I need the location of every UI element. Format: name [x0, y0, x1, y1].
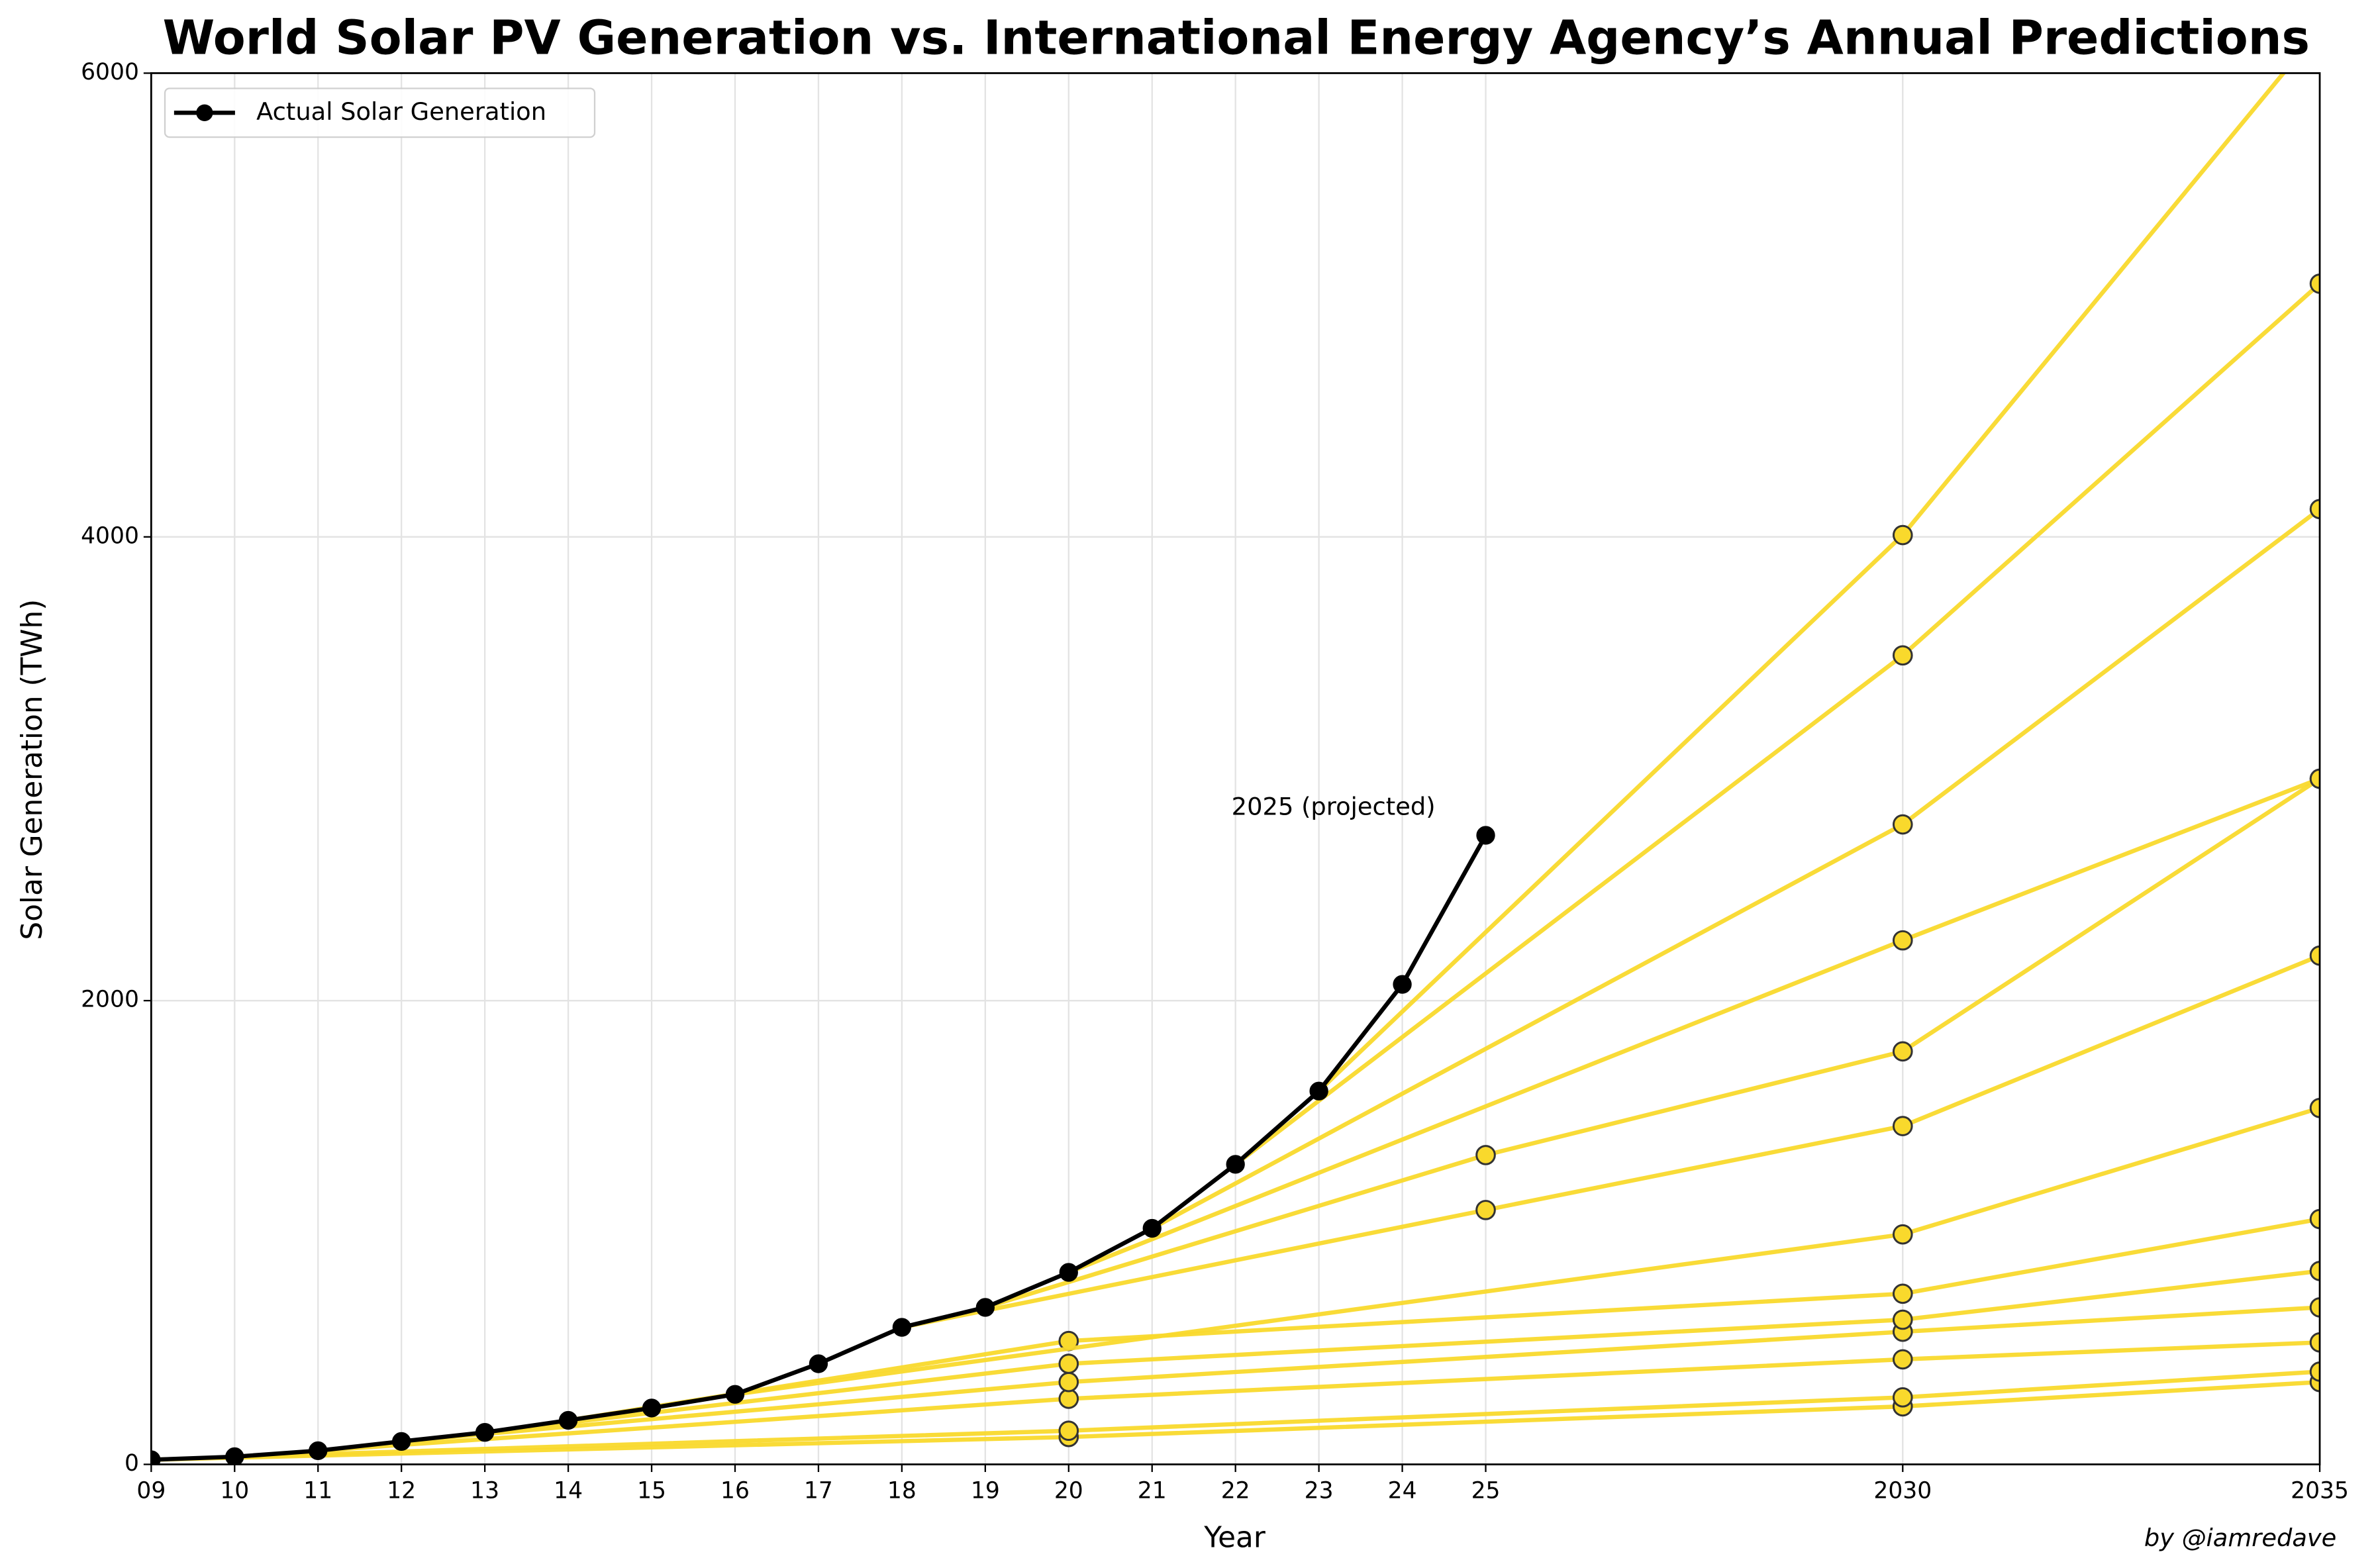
actual-point: [558, 1410, 578, 1430]
prediction-point: [1892, 1041, 1913, 1062]
legend-label: Actual Solar Generation: [256, 97, 546, 126]
actual-point: [309, 1441, 328, 1461]
prediction-point: [1058, 1389, 1079, 1409]
prediction-point: [1892, 524, 1913, 546]
y-tick-label: 2000: [81, 987, 139, 1013]
prediction-line: [401, 1305, 2320, 1444]
prediction-point: [1475, 1145, 1496, 1165]
chart-title: World Solar PV Generation vs. Internatio…: [163, 11, 2310, 66]
actual-point: [475, 1423, 495, 1442]
y-tick-label: 0: [124, 1450, 139, 1477]
prediction-point: [1892, 814, 1913, 835]
x-axis-label: Year: [1203, 1520, 1265, 1554]
prediction-point: [1892, 1387, 1913, 1408]
actual-point: [1059, 1263, 1078, 1282]
actual-point: [1476, 826, 1495, 845]
x-tick-label: 15: [637, 1477, 666, 1504]
x-tick-label: 16: [720, 1477, 750, 1504]
prediction-point: [1892, 930, 1913, 951]
legend: Actual Solar Generation: [164, 87, 596, 138]
prediction-line: [318, 1340, 2320, 1453]
prediction-point: [1892, 1309, 1913, 1330]
x-tick-label: 23: [1305, 1477, 1334, 1504]
prediction-point: [2309, 1361, 2320, 1382]
ticks: 09 10 11 12 13 14 15 16 17 18 19 20 21 22 23 24 25 2030 20…: [81, 59, 2349, 1504]
prediction-point: [1058, 1420, 1079, 1442]
prediction-line: [984, 777, 2320, 1310]
prediction-point: [2309, 1297, 2320, 1318]
x-tick-label: 20: [1054, 1477, 1083, 1504]
prediction-line: [234, 1369, 2320, 1459]
x-tick-label: 25: [1471, 1477, 1501, 1504]
x-tick-label: 09: [136, 1477, 166, 1504]
plot-area: [151, 73, 2320, 1465]
actual-point: [151, 1450, 161, 1465]
prediction-line: [484, 1269, 2320, 1435]
prediction-line: [151, 1379, 2320, 1462]
actual-point: [642, 1398, 662, 1418]
x-tick-label: 12: [387, 1477, 416, 1504]
actual-point: [1226, 1155, 1245, 1174]
x-tick-label: 19: [971, 1477, 1000, 1504]
x-tick-label: 21: [1138, 1477, 1167, 1504]
prediction-point: [2309, 1332, 2320, 1353]
prediction-point: [1892, 1116, 1913, 1136]
actual-point: [1142, 1218, 1162, 1238]
x-tick-label: 24: [1388, 1477, 1417, 1504]
x-tick-label: 2030: [1873, 1477, 1932, 1504]
actual-point: [1309, 1081, 1328, 1101]
prediction-point: [2309, 1208, 2320, 1230]
x-tick-label: 17: [804, 1477, 833, 1504]
actual-point: [892, 1318, 912, 1337]
actual-point: [725, 1385, 745, 1404]
actual-point: [975, 1298, 995, 1317]
prediction-point: [2309, 1097, 2320, 1118]
prediction-line: [901, 954, 2320, 1330]
x-tick-label: 22: [1221, 1477, 1250, 1504]
prediction-line: [568, 1216, 2320, 1423]
prediction-point: [2309, 945, 2320, 966]
prediction-point: [2309, 499, 2320, 520]
prediction-point: [1892, 1349, 1913, 1370]
credit: by @iamredave: [2144, 1524, 2336, 1552]
x-tick-label: 11: [303, 1477, 332, 1504]
y-tick-label: 4000: [81, 522, 139, 549]
actual-point: [809, 1354, 828, 1373]
prediction-point: [1892, 1224, 1913, 1245]
legend-box: [164, 87, 596, 138]
x-tick-label: 10: [220, 1477, 249, 1504]
prediction-point: [1475, 1200, 1496, 1220]
prediction-point: [2309, 273, 2320, 294]
prediction-point: [1892, 645, 1913, 666]
annotation: 2025 (projected): [1232, 793, 1436, 821]
actual-point: [1393, 975, 1412, 994]
y-axis-label: Solar Generation (TWh): [15, 599, 49, 940]
prediction-point: [1058, 1353, 1079, 1374]
actual-point: [392, 1432, 411, 1451]
prediction-point: [2309, 1261, 2320, 1281]
y-tick-label: 6000: [81, 59, 139, 85]
legend-marker: [196, 104, 213, 121]
x-tick-label: 13: [470, 1477, 499, 1504]
x-tick-label: 2035: [2291, 1477, 2349, 1504]
prediction-point: [1892, 1283, 1913, 1304]
x-tick-label: 18: [887, 1477, 917, 1504]
prediction-point: [1058, 1371, 1079, 1393]
prediction-point: [2309, 768, 2320, 789]
actual-point: [225, 1447, 244, 1465]
x-tick-label: 14: [554, 1477, 583, 1504]
